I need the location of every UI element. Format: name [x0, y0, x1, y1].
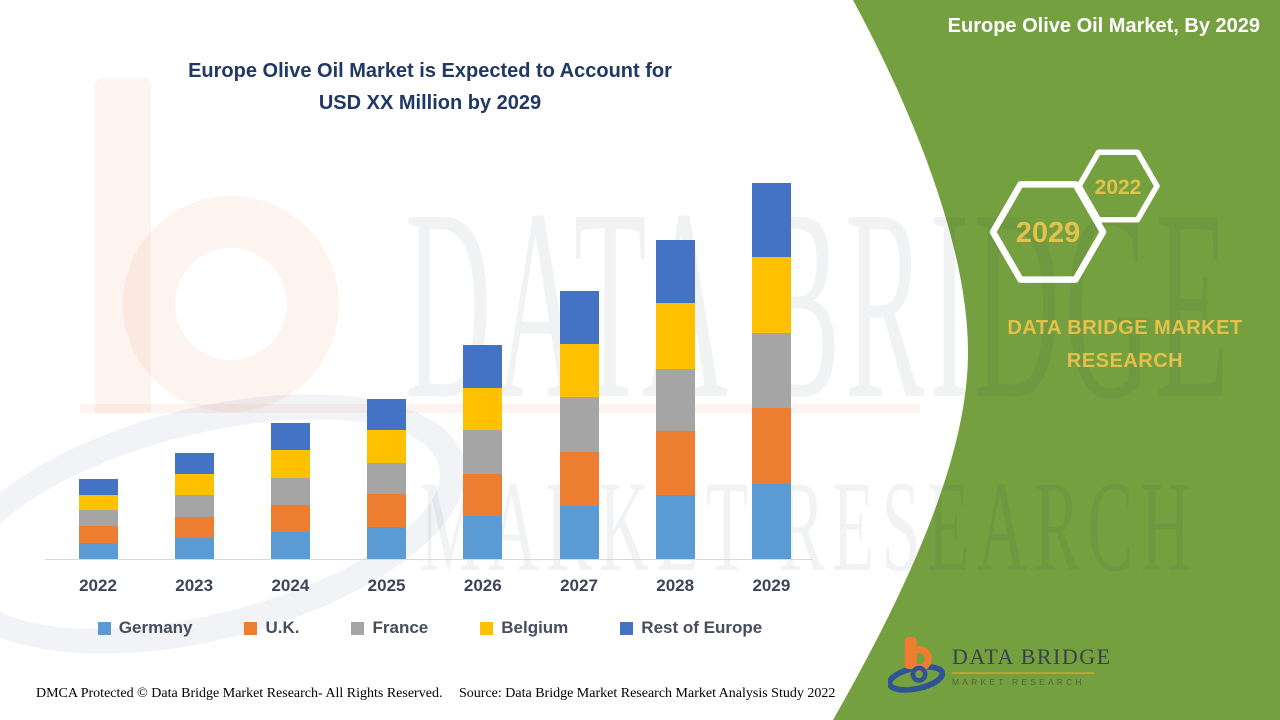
x-axis-label-2026: 2026: [463, 576, 502, 595]
legend-swatch-germany: [97, 621, 111, 635]
bar-segment-rest-of-europe: [367, 398, 407, 431]
x-axis-label-2025: 2025: [367, 576, 406, 595]
dmca-text: DMCA Protected © Data Bridge Market Rese…: [36, 686, 443, 701]
bar-segment-u-k: [174, 516, 214, 538]
bar-segment-rest-of-europe: [559, 290, 599, 344]
hexagon-2022-label: 2022: [1095, 176, 1142, 199]
bar-segment-belgium: [174, 473, 214, 496]
bar-segment-belgium: [78, 494, 118, 511]
legend-swatch-france: [351, 621, 365, 635]
panel-title: Europe Olive Oil Market, By 2029: [947, 15, 1260, 37]
bar-segment-u-k: [463, 473, 503, 517]
bar-segment-france: [559, 397, 599, 453]
watermark-text-line2: MARKET RESEARCH: [420, 455, 1199, 599]
legend: Germany U.K. France Belgium Rest of Europe: [0, 618, 860, 638]
bar-segment-germany: [559, 506, 599, 559]
x-axis-label-2022: 2022: [79, 576, 117, 595]
bar-segment-rest-of-europe: [174, 453, 214, 474]
legend-swatch-belgium: [480, 621, 494, 635]
bar-segment-u-k: [367, 494, 407, 528]
bar-segment-rest-of-europe: [270, 423, 310, 451]
data-bridge-logo-text: DATA BRIDGE MARKET RESEARCH: [952, 644, 1112, 687]
legend-item-germany: Germany: [97, 618, 193, 638]
bar-segment-germany: [463, 516, 503, 559]
bar-segment-france: [367, 463, 407, 495]
bar-segment-france: [751, 333, 791, 408]
legend-item-belgium: Belgium: [480, 618, 568, 638]
chart-title-line1: Europe Olive Oil Market is Expected to A…: [188, 60, 672, 82]
bar-segment-germany: [270, 531, 310, 559]
bar-segment-rest-of-europe: [655, 239, 695, 304]
legend-item-u-k: U.K.: [244, 618, 299, 638]
legend-label-germany: Germany: [118, 618, 193, 637]
x-axis-label-2023: 2023: [175, 576, 214, 595]
legend-item-rest-of-europe: Rest of Europe: [620, 618, 762, 638]
bar-segment-france: [655, 369, 695, 432]
bar-segment-belgium: [270, 450, 310, 478]
bar-segment-u-k: [751, 407, 791, 484]
bar-segment-germany: [174, 537, 214, 559]
bar-segment-rest-of-europe: [78, 478, 118, 495]
legend-label-france: France: [372, 618, 429, 637]
x-axis-label-2028: 2028: [656, 576, 695, 595]
bar-plot: 2022 2023 2024 2025 2026 2027 2028 2029: [78, 183, 791, 595]
logo-name: DATA BRIDGE: [952, 644, 1112, 669]
bar-segment-germany: [751, 483, 791, 559]
bar-segment-france: [78, 510, 118, 527]
legend-item-france: France: [351, 618, 428, 638]
legend-swatch-u-k: [244, 621, 258, 635]
bar-segment-belgium: [751, 257, 791, 334]
bar-segment-rest-of-europe: [751, 183, 791, 258]
bar-segment-belgium: [367, 430, 407, 464]
x-axis-label-2024: 2024: [271, 576, 310, 595]
bar-segment-belgium: [463, 387, 503, 430]
bar-segment-rest-of-europe: [463, 344, 503, 388]
hexagon-2029: 2029: [989, 181, 1107, 283]
bar-segment-france: [174, 495, 214, 517]
bar-segment-germany: [367, 527, 407, 559]
bar-segment-france: [463, 429, 503, 474]
x-axis-line: [45, 559, 813, 560]
bar-segment-u-k: [559, 452, 599, 507]
logo-rule: [952, 672, 1094, 674]
brand-text: DATA BRIDGE MARKET RESEARCH: [1007, 317, 1243, 372]
data-bridge-logo-icon: [888, 637, 946, 693]
bar-segment-belgium: [559, 343, 599, 398]
bar-segment-germany: [78, 542, 118, 559]
legend-swatch-rest-of-europe: [620, 621, 634, 635]
bar-segment-germany: [655, 495, 695, 559]
legend-label-u-k: U.K.: [265, 618, 300, 637]
x-axis-label-2027: 2027: [560, 576, 598, 595]
source-text: Source: Data Bridge Market Research Mark…: [459, 686, 836, 701]
legend-label-rest-of-europe: Rest of Europe: [641, 618, 763, 637]
chart-title: Europe Olive Oil Market is Expected to A…: [0, 55, 860, 119]
hexagon-2029-label: 2029: [1016, 217, 1081, 249]
x-axis-label-2029: 2029: [752, 576, 791, 595]
legend-label-belgium: Belgium: [501, 618, 569, 637]
logo-subtext: MARKET RESEARCH: [952, 677, 1085, 687]
bar-segment-france: [270, 477, 310, 505]
bar-segment-belgium: [655, 303, 695, 370]
bar-segment-u-k: [655, 431, 695, 496]
bar-segment-u-k: [78, 526, 118, 543]
chart-title-line2: USD XX Million by 2029: [318, 92, 542, 114]
bar-segment-u-k: [270, 504, 310, 532]
